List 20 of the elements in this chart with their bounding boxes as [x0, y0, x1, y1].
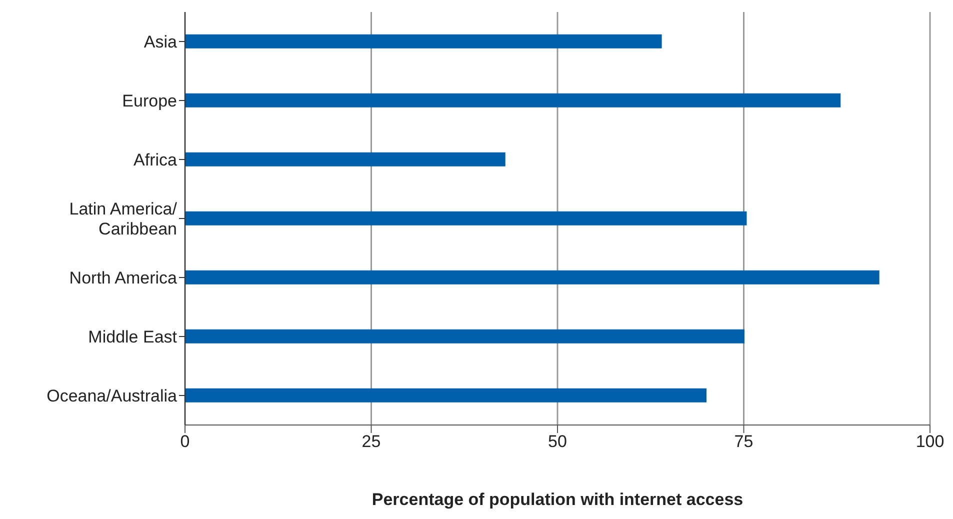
- y-tick-label: North America: [69, 268, 178, 287]
- bar: [185, 270, 880, 284]
- y-tick-label: Africa: [134, 150, 178, 169]
- x-tick-label: 100: [916, 432, 944, 452]
- bar: [185, 93, 841, 108]
- bar: [185, 34, 662, 48]
- y-tick-label: Asia: [144, 32, 178, 51]
- y-tick-label: Latin America/ Caribbean: [69, 199, 178, 238]
- y-tick-label: Middle East: [88, 327, 178, 346]
- bar: [185, 152, 506, 166]
- bar: [185, 329, 744, 344]
- bar: [185, 211, 747, 226]
- x-axis-title: Percentage of population with internet access: [372, 490, 744, 509]
- y-tick-label: Oceana/Australia: [46, 386, 178, 405]
- x-tick-label: 25: [362, 432, 381, 452]
- x-tick-label: 75: [734, 432, 754, 452]
- x-tick-label: 0: [180, 432, 190, 452]
- x-tick-label: 50: [548, 432, 567, 452]
- bar: [185, 388, 706, 402]
- y-tick-label: Europe: [122, 91, 177, 110]
